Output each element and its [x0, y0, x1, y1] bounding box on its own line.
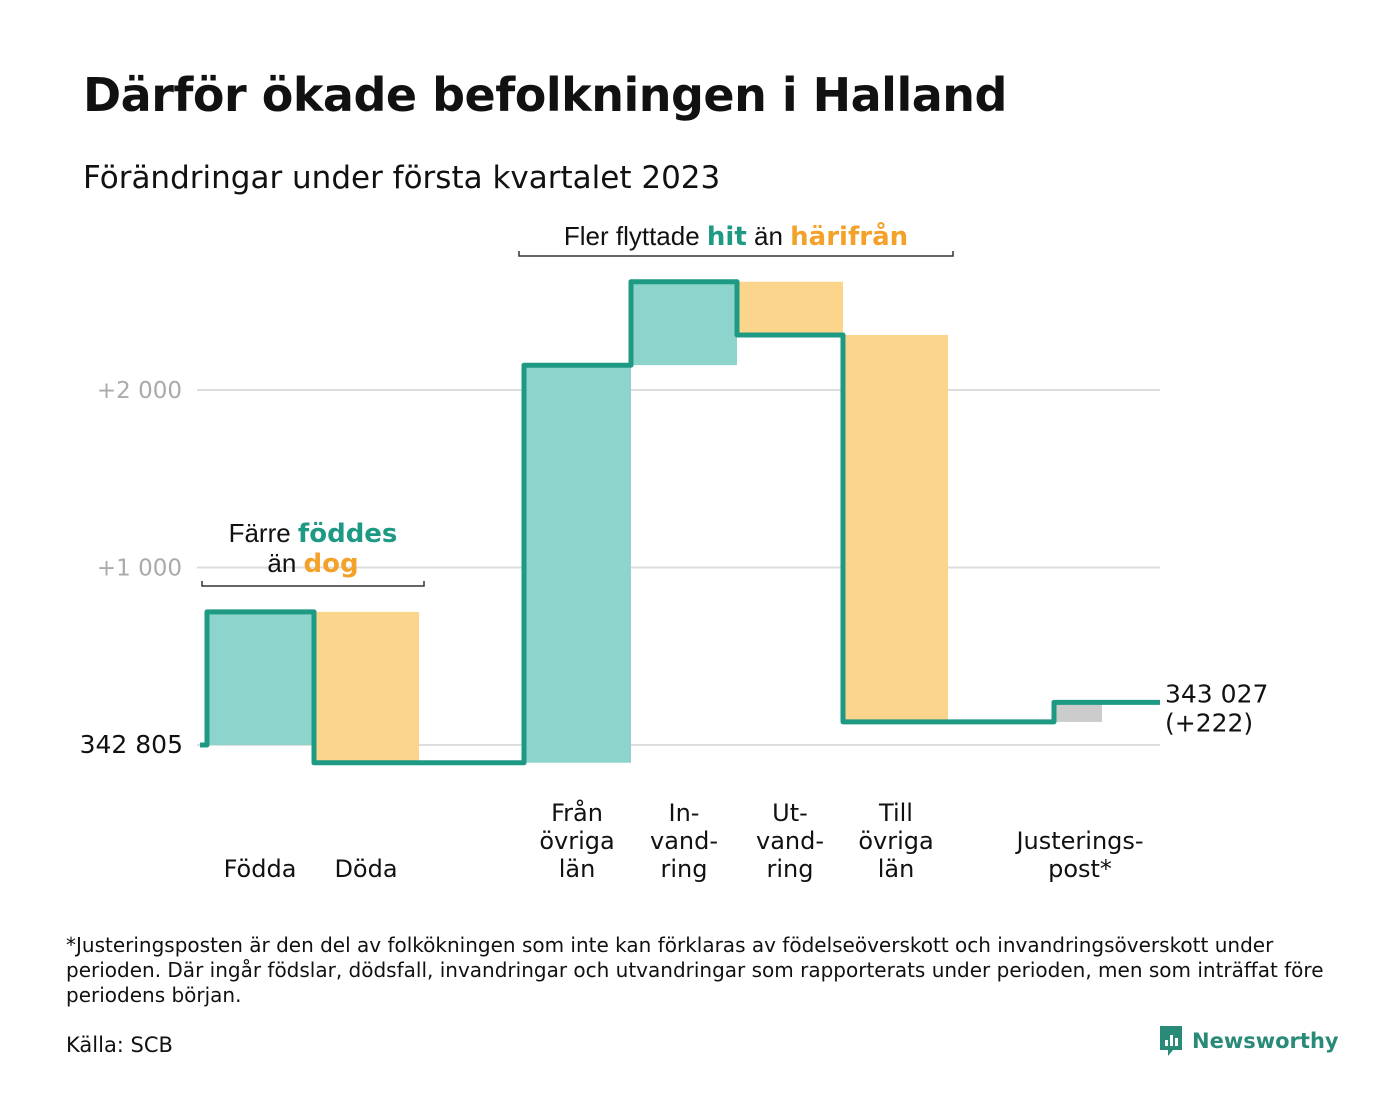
annotation-part: härifrån: [790, 220, 908, 252]
category-label: Födda: [224, 855, 297, 883]
newsworthy-logo-icon: [1160, 1026, 1182, 1056]
category-label: övriga: [858, 827, 933, 855]
end-value-label: 343 027: [1165, 680, 1268, 709]
waterfall-bar: [524, 365, 631, 763]
category-label: Ut-: [772, 799, 808, 827]
end-change-label: (+222): [1165, 709, 1253, 738]
waterfall-bar: [207, 611, 314, 745]
chart-title: Därför ökade befolkningen i Halland: [83, 68, 1007, 122]
annotation-part: än: [267, 548, 303, 578]
annotation-bracket: [518, 251, 954, 257]
category-label: vand-: [756, 827, 824, 855]
annotation-label: Färre föddes: [229, 518, 398, 549]
category-label: post*: [1048, 855, 1112, 883]
cumulative-step-line: [200, 279, 1160, 766]
footnote: *Justeringsposten är den del av folkökni…: [66, 933, 1324, 1007]
annotation-label: än dog: [267, 548, 358, 579]
annotation-part: Färre: [229, 518, 298, 548]
y-tick-label: +2 000: [97, 378, 182, 404]
y-tick-label: +1 000: [97, 556, 182, 582]
waterfall-bar: [631, 281, 737, 366]
brand[interactable]: Newsworthy: [1158, 1024, 1339, 1058]
annotation-part: föddes: [298, 519, 398, 549]
chart-subtitle: Förändringar under första kvartalet 2023: [83, 160, 721, 196]
annotation-label: Fler flyttade hit än härifrån: [564, 220, 908, 252]
category-label: övriga: [539, 827, 614, 855]
waterfall-chart: +1 000 +2 000 342 805 343 027(+222) Födda Död…: [80, 220, 1269, 883]
annotation-part: dog: [304, 549, 359, 579]
annotation-part: hit: [707, 222, 747, 252]
waterfall-bar: [843, 334, 948, 722]
category-label: ring: [767, 855, 814, 883]
category-label: Justerings-: [1014, 827, 1143, 855]
annotation-part: Fler flyttade: [564, 221, 707, 251]
waterfall-bar: [737, 281, 843, 335]
category-label: län: [878, 855, 915, 883]
brand-name: Newsworthy: [1192, 1029, 1339, 1053]
annotation-part: än: [747, 221, 790, 251]
category-label: Från: [551, 798, 603, 827]
waterfall-bar: [314, 611, 419, 763]
annotation-bracket: [201, 581, 425, 587]
category-label: In-: [669, 799, 700, 827]
category-label: Döda: [334, 855, 397, 883]
source-label: Källa: SCB: [66, 1033, 173, 1057]
waterfall-bar: [1054, 702, 1102, 722]
category-label: ring: [661, 855, 708, 883]
category-label: län: [559, 855, 596, 883]
category-label: vand-: [650, 827, 718, 855]
start-value-label: 342 805: [80, 730, 183, 759]
category-label: Till: [878, 799, 913, 827]
